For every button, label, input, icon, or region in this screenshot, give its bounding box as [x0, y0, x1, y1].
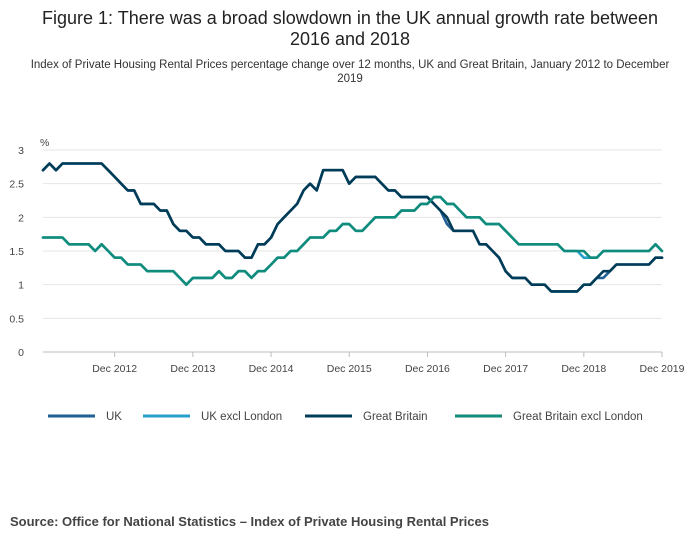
y-tick-label: 2.5 [9, 179, 24, 191]
source-note: Source: Office for National Statistics –… [10, 514, 489, 529]
legend-label: UK excl London [201, 411, 282, 423]
legend-label: UK [106, 411, 122, 423]
y-axis: 0 0.5 1 1.5 2 2.5 3% [9, 137, 49, 359]
y-tick-label: 2 [18, 212, 24, 224]
gridlines [43, 149, 662, 353]
series-line-great-britain-excl-london [41, 195, 664, 287]
x-tick-label: Dec 2014 [249, 363, 294, 375]
y-tick-label: 1 [18, 280, 24, 292]
x-axis: Dec 2012 Dec 2013 Dec 2014 Dec 2015 Dec 2016… [92, 352, 685, 375]
x-tick-label: Dec 2017 [483, 363, 528, 375]
series-line-great-britain [41, 162, 664, 293]
legend-label: Great Britain [363, 411, 428, 423]
x-tick-label: Dec 2018 [561, 363, 606, 375]
chart-title: Figure 1: There was a broad slowdown in … [41, 8, 659, 49]
y-axis-label: % [40, 137, 49, 149]
legend: UK UK excl London Great Britain Great Brita… [48, 411, 643, 423]
series-line-uk-excl-london [41, 195, 664, 287]
y-tick-label: 1.5 [9, 246, 24, 258]
x-tick-label: Dec 2013 [170, 363, 215, 375]
x-tick-label: Dec 2016 [405, 363, 450, 375]
y-tick-label: 0 [18, 347, 24, 359]
x-tick-label: Dec 2012 [92, 363, 137, 375]
series-lines [41, 162, 664, 293]
x-tick-label: Dec 2019 [640, 363, 685, 375]
legend-label: Great Britain excl London [513, 411, 643, 423]
chart-subtitle: Index of Private Housing Rental Prices p… [30, 59, 670, 85]
y-tick-label: 3 [18, 145, 24, 157]
y-tick-label: 0.5 [9, 313, 24, 325]
x-tick-label: Dec 2015 [327, 363, 372, 375]
